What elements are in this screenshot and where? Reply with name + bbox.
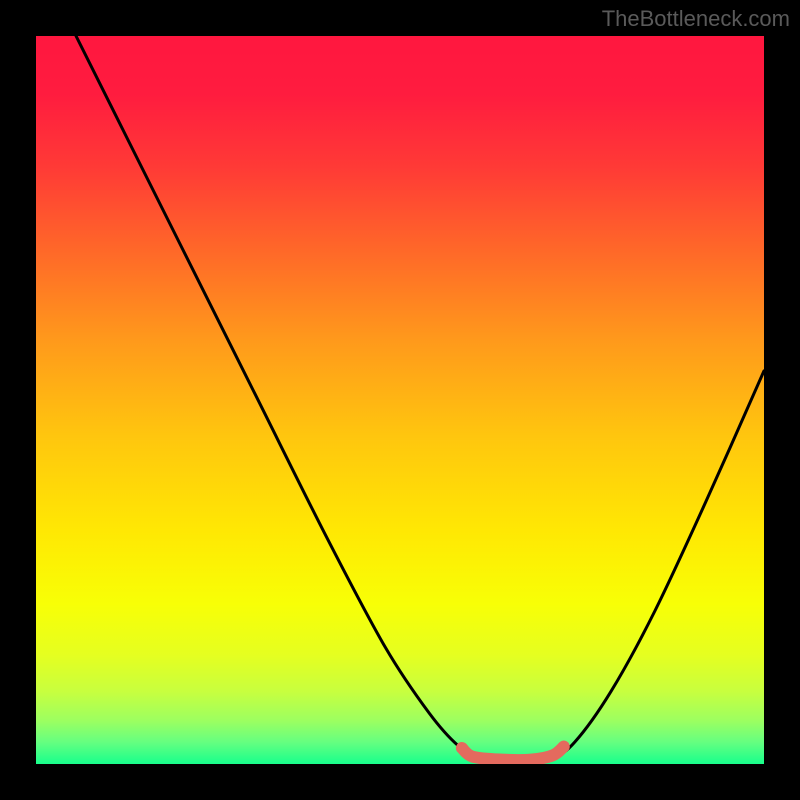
bottleneck-curve [76,36,764,762]
optimal-range-marker [462,747,564,761]
curve-layer [36,36,764,764]
plot-area [36,36,764,764]
watermark-text: TheBottleneck.com [602,6,790,32]
chart-stage: TheBottleneck.com [0,0,800,800]
